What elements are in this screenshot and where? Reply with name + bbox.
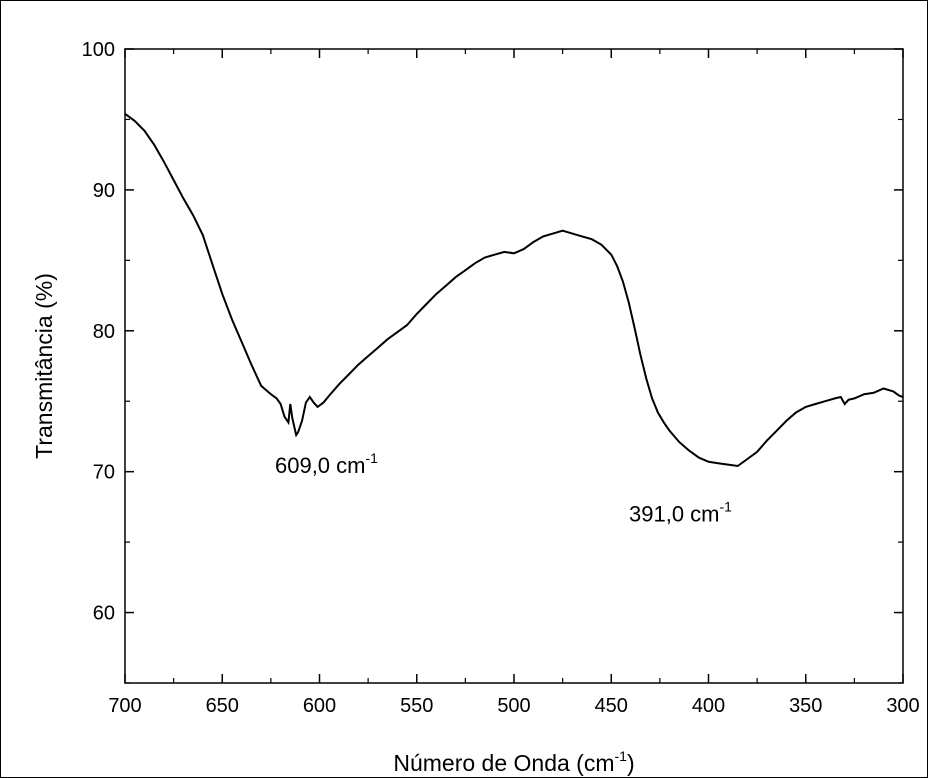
y-tick-label: 80 <box>93 321 115 343</box>
x-tick-label: 600 <box>303 695 336 717</box>
y-axis-ticks: 60 70 80 90 100 <box>82 39 903 684</box>
x-axis-title-text: Número de Onda (cm <box>393 750 614 776</box>
x-tick-label: 500 <box>497 695 530 717</box>
x-tick-label: 450 <box>595 695 628 717</box>
x-tick-label: 400 <box>692 695 725 717</box>
y-tick-label: 100 <box>82 39 115 61</box>
x-tick-label: 650 <box>206 695 239 717</box>
peak-label: 609,0 cm-1 <box>275 450 378 478</box>
y-tick-label: 90 <box>93 180 115 202</box>
x-axis-title-sup: -1 <box>615 748 628 764</box>
x-tick-label: 300 <box>886 695 919 717</box>
x-tick-label: 550 <box>400 695 433 717</box>
peak-label-text: 391,0 cm <box>629 502 720 527</box>
transmittance-series-line <box>124 112 904 468</box>
y-tick-label: 70 <box>93 462 115 484</box>
peak-label-sup: -1 <box>365 450 378 466</box>
peak-label-text: 609,0 cm <box>275 453 366 478</box>
plot-area <box>124 48 904 684</box>
x-axis-title: Número de Onda (cm-1) <box>393 748 634 776</box>
peak-label: 391,0 cm-1 <box>629 499 732 527</box>
peak-label-sup: -1 <box>720 499 733 515</box>
x-axis-ticks: 700 650 600 550 500 450 400 350 300 <box>108 49 920 717</box>
y-tick-label: 60 <box>93 603 115 625</box>
y-axis-title: Transmitância (%) <box>31 273 57 459</box>
x-tick-label: 350 <box>789 695 822 717</box>
x-tick-label: 700 <box>108 695 141 717</box>
x-axis-title-end: ) <box>627 750 635 776</box>
